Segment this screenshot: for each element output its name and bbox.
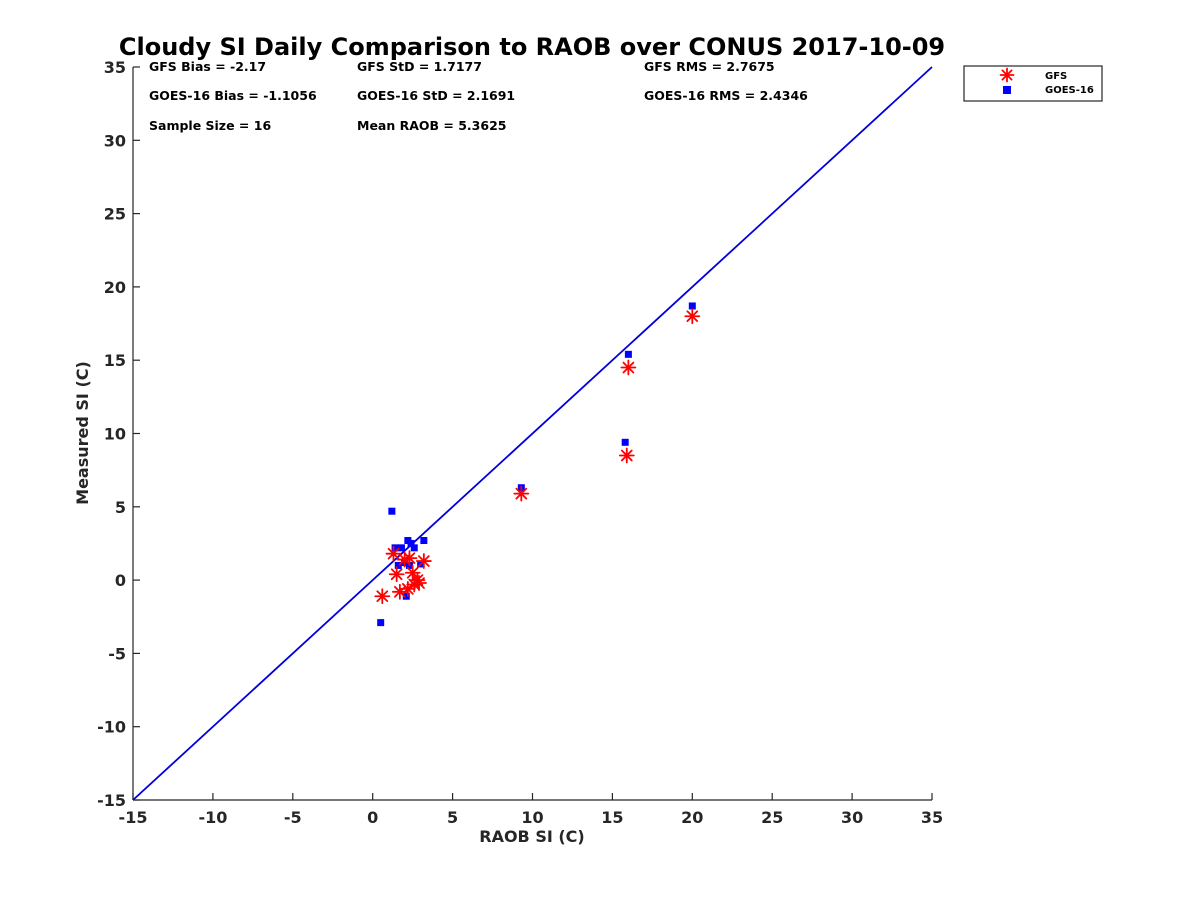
y-tick-label: 0	[115, 571, 126, 590]
y-tick-label: 15	[104, 351, 126, 370]
goes-16-point	[420, 537, 428, 545]
y-tick-label: -10	[97, 718, 126, 737]
x-tick-label: 10	[521, 808, 543, 827]
goes-16-point	[377, 619, 385, 627]
legend-gfs-marker	[999, 67, 1015, 83]
x-tick-label: -15	[119, 808, 148, 827]
goes-16-point	[624, 350, 632, 358]
gfs-point	[388, 566, 405, 583]
y-tick-label: 10	[104, 425, 126, 444]
x-tick-label: 30	[841, 808, 863, 827]
gfs-std-text: GFS StD = 1.7177	[357, 59, 482, 74]
x-axis-label: RAOB SI (C)	[479, 827, 584, 846]
gfs-point	[374, 588, 391, 605]
goes-16-point	[394, 561, 402, 569]
y-tick-label: 30	[104, 131, 126, 150]
goes-std-text: GOES-16 StD = 2.1691	[357, 88, 515, 103]
y-tick-label: 25	[104, 205, 126, 224]
goes-16-point	[391, 544, 399, 552]
gfs-point	[415, 553, 432, 569]
goes-16-point	[388, 507, 396, 515]
gfs-point	[620, 359, 637, 376]
goes-16-point	[621, 438, 629, 446]
x-tick-label: 15	[601, 808, 623, 827]
gfs-point	[401, 550, 418, 567]
goes-16-point	[410, 544, 418, 552]
y-ticks: -15 -10 -5 0 5 10 15 20 25 30 35	[97, 58, 140, 810]
y-tick-label: 20	[104, 278, 126, 297]
chart-title: Cloudy SI Daily Comparison to RAOB over …	[119, 33, 945, 61]
gfs-point	[618, 447, 635, 464]
y-tick-label: -5	[108, 644, 126, 663]
y-tick-label: -15	[97, 791, 126, 810]
mean-raob-text: Mean RAOB = 5.3625	[357, 118, 506, 133]
legend-box	[963, 65, 1103, 102]
stats-annotations: GFS Bias = -2.17 GFS StD = 1.7177 GFS RM…	[149, 59, 808, 133]
x-tick-label: 35	[921, 808, 943, 827]
y-tick-label: 35	[104, 58, 126, 77]
y-tick-label: 5	[115, 498, 126, 517]
goes-16-point	[688, 302, 696, 310]
gfs-point	[684, 308, 701, 325]
x-tick-label: 20	[681, 808, 703, 827]
legend-goes-label: GOES-16	[1045, 85, 1094, 96]
legend: GFS GOES-16	[963, 65, 1103, 102]
goes-16-point	[397, 544, 405, 552]
gfs-bias-text: GFS Bias = -2.17	[149, 59, 266, 74]
one-to-one-reference-line	[132, 66, 933, 801]
goes-rms-text: GOES-16 RMS = 2.4346	[644, 88, 808, 103]
gfs-point	[399, 580, 416, 597]
goes-bias-text: GOES-16 Bias = -1.1056	[149, 88, 317, 103]
gfs-rms-text: GFS RMS = 2.7675	[644, 59, 775, 74]
goes-16-point	[402, 592, 410, 600]
sample-size-text: Sample Size = 16	[149, 118, 271, 133]
gfs-point	[513, 485, 530, 502]
y-axis-label: Measured SI (C)	[73, 361, 92, 505]
x-tick-label: 0	[367, 808, 378, 827]
x-ticks: -15 -10 -5 0 5 10 15 20 25 30 35	[119, 793, 943, 827]
x-tick-label: 25	[761, 808, 783, 827]
gfs-point	[385, 545, 402, 562]
x-tick-label: -10	[198, 808, 227, 827]
data-marks	[374, 302, 701, 627]
goes-16-point	[407, 539, 415, 547]
x-tick-label: 5	[447, 808, 458, 827]
legend-gfs-label: GFS	[1045, 71, 1067, 82]
gfs-point	[411, 575, 427, 591]
x-tick-label: -5	[284, 808, 302, 827]
legend-goes-marker	[1003, 86, 1011, 94]
legend-gfs-asterisk	[999, 67, 1015, 83]
